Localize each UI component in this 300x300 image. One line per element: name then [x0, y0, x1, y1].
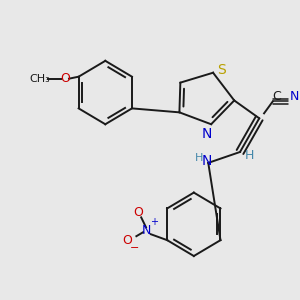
Text: CH₃: CH₃	[30, 74, 50, 84]
Text: O: O	[134, 206, 143, 219]
Text: N: N	[290, 90, 299, 103]
Text: O: O	[60, 72, 70, 85]
Text: N: N	[202, 154, 212, 168]
Text: O: O	[122, 234, 132, 247]
Text: +: +	[150, 217, 158, 227]
Text: H: H	[194, 153, 203, 163]
Text: H: H	[245, 149, 254, 162]
Text: N: N	[202, 127, 212, 141]
Text: S: S	[218, 63, 226, 77]
Text: −: −	[130, 243, 139, 253]
Text: C: C	[272, 90, 281, 103]
Text: N: N	[141, 224, 151, 237]
